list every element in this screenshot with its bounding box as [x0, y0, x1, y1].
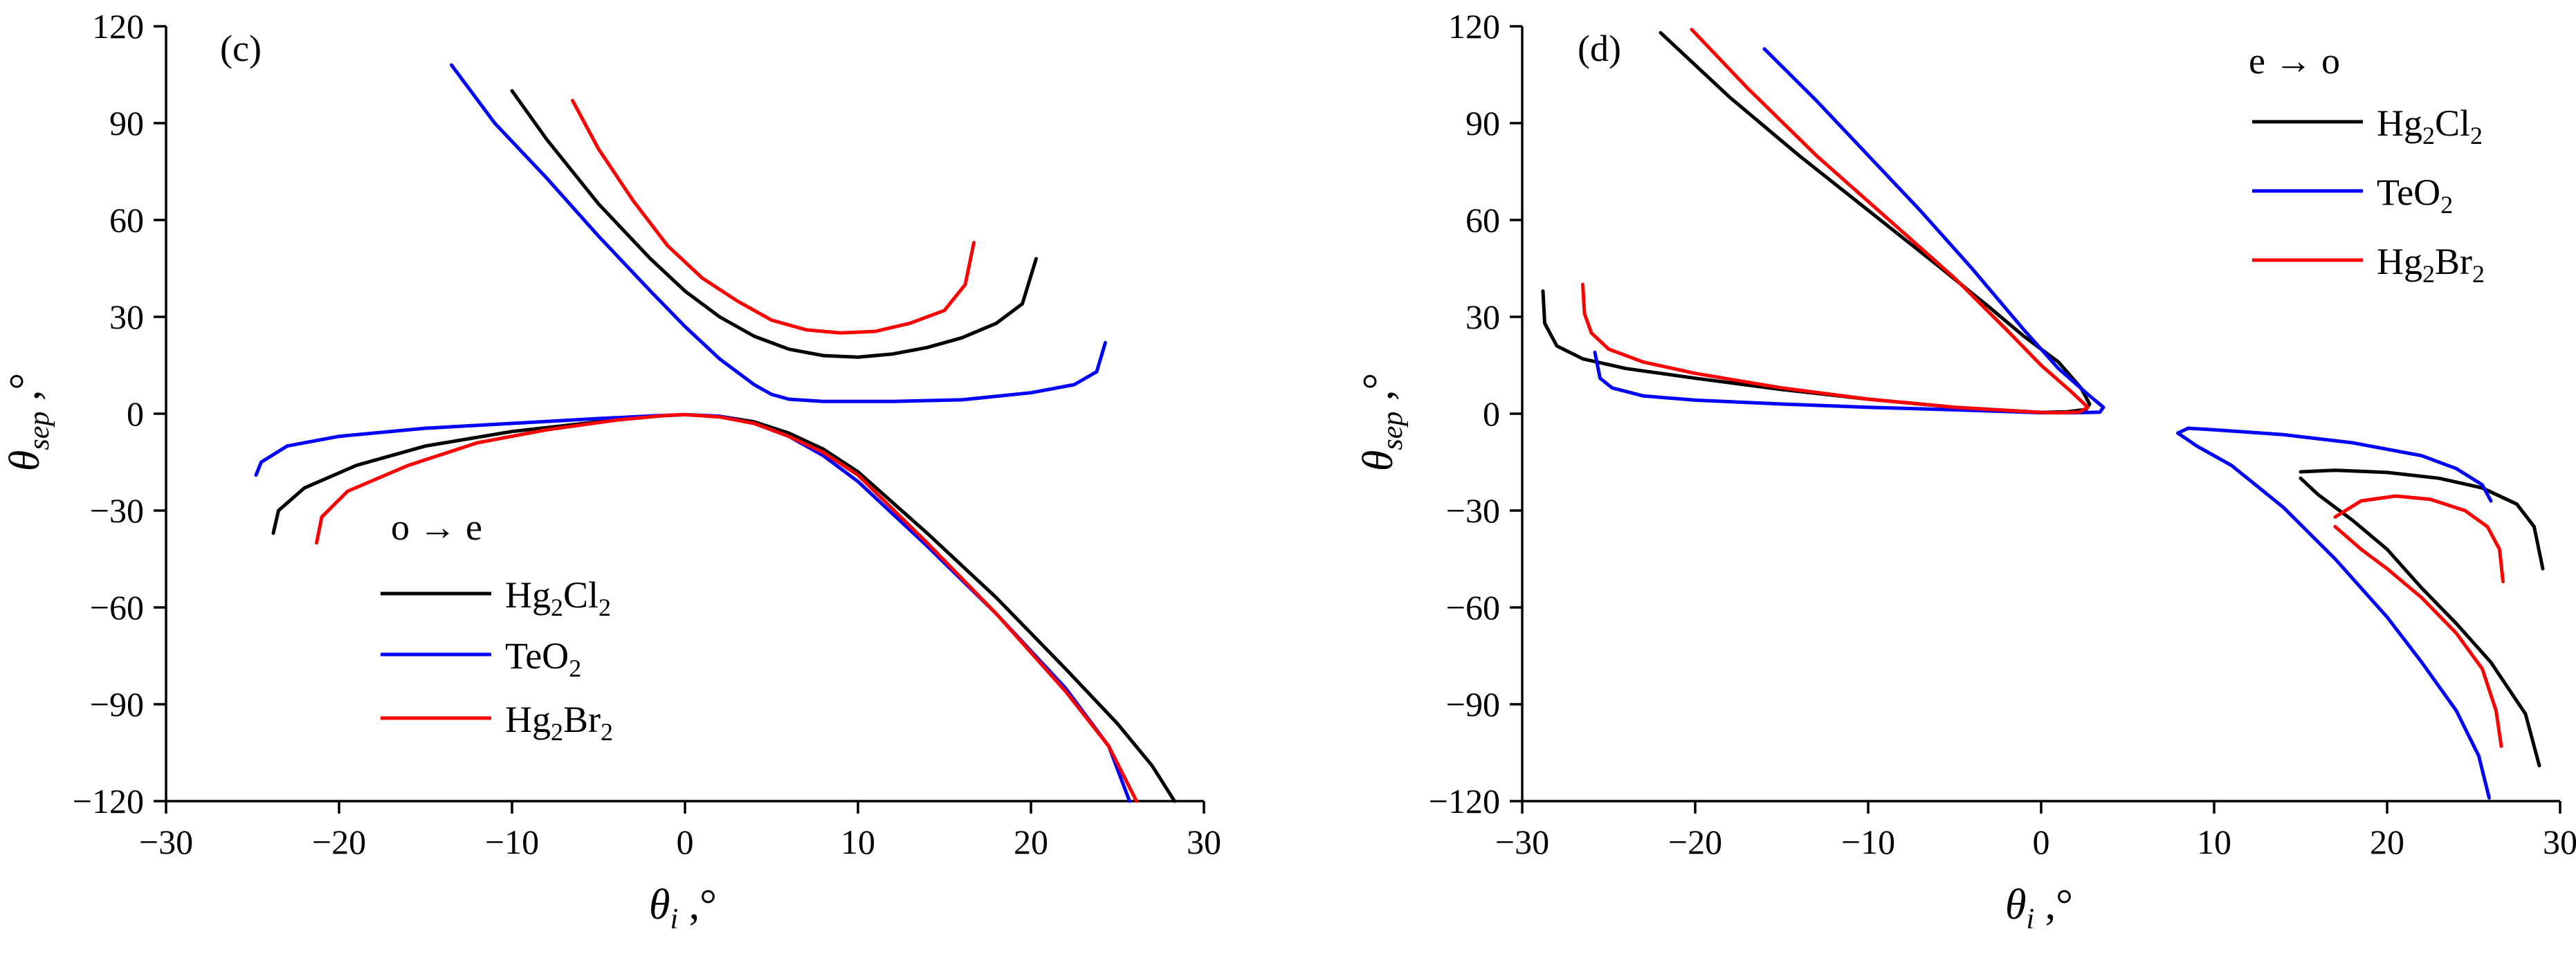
y-axis-title-c: θsep ,°	[1, 373, 55, 471]
y-tick-label-d-3: −30	[1446, 491, 1500, 530]
panel-label-d: (d)	[1578, 28, 1621, 69]
legend-label-hg2br2-d: Hg2Br2	[2377, 241, 2485, 288]
x-tick-label-c-6: 30	[1187, 823, 1221, 861]
curve-hg2br2-d-1	[2333, 494, 2505, 584]
curve-hg2cl2-c-0	[510, 89, 1038, 359]
x-tick-label-d-4: 10	[2197, 823, 2231, 861]
y-tick-label-d-2: −60	[1446, 588, 1500, 627]
legend-c: o → e Hg2Cl2 TeO2 Hg2Br2	[381, 506, 613, 746]
curve-hg2cl2-d-1	[2299, 468, 2545, 571]
curve-teo2-d-0	[1593, 47, 2105, 415]
curve-hg2br2-c-0	[571, 98, 976, 335]
y-tick-label-c-1: −90	[90, 685, 144, 724]
y-ticks-d: −120 −90 −60 −30 0 30 60 90 120	[1429, 7, 1522, 820]
x-tick-label-d-5: 20	[2370, 823, 2404, 861]
legend-label-hg2cl2-c: Hg2Cl2	[505, 574, 611, 621]
y-ticks-c: −120 −90 −60 −30 0 30 60 90 120	[73, 7, 166, 820]
x-tick-label-d-0: −30	[1495, 823, 1549, 861]
curves-d	[1541, 28, 2545, 800]
x-tick-label-c-0: −30	[139, 823, 193, 861]
x-tick-label-d-6: 30	[2543, 823, 2576, 861]
y-tick-label-c-6: 60	[109, 201, 144, 239]
y-tick-label-c-4: 0	[127, 394, 144, 433]
curves-c	[254, 63, 1176, 803]
y-tick-label-d-0: −120	[1429, 782, 1500, 820]
x-axis-title-d: θi ,°	[2005, 881, 2073, 935]
x-tick-label-c-1: −20	[312, 823, 366, 861]
y-tick-label-c-7: 90	[109, 104, 144, 143]
y-tick-label-d-5: 30	[1465, 297, 1500, 336]
x-axis-title-c: θi ,°	[649, 881, 717, 935]
x-tick-label-d-3: 0	[2033, 823, 2050, 861]
legend-title-d: e → o	[2249, 40, 2340, 82]
curve-hg2cl2-d-2	[2299, 476, 2541, 768]
y-tick-label-c-0: −120	[73, 782, 144, 820]
curve-hg2br2-c-1	[315, 412, 1138, 803]
legend-label-hg2br2-c: Hg2Br2	[505, 699, 613, 746]
legend-label-teo2-d: TeO2	[2377, 172, 2453, 219]
x-tick-label-d-1: −20	[1668, 823, 1722, 861]
y-tick-label-c-8: 120	[92, 7, 144, 46]
y-tick-label-c-2: −60	[90, 588, 144, 627]
legend-label-hg2cl2-d: Hg2Cl2	[2377, 102, 2483, 149]
x-tick-label-c-4: 10	[841, 823, 875, 861]
x-tick-label-d-2: −10	[1841, 823, 1895, 861]
y-tick-label-c-5: 30	[109, 297, 144, 336]
y-tick-label-d-7: 90	[1465, 104, 1500, 143]
y-tick-label-d-4: 0	[1483, 394, 1500, 433]
panel-label-c: (c)	[220, 28, 262, 69]
curve-hg2br2-d-2	[2333, 524, 2503, 749]
y-tick-label-d-6: 60	[1465, 201, 1500, 239]
curve-teo2-d-1	[2176, 426, 2493, 800]
x-ticks-d: −30 −20 −10 0 10 20 30	[1495, 801, 2576, 861]
panel-c: −30 −20 −10 0 10 20 30 −120 −90 −60 −30 0 30 60 90 120…	[73, 7, 1221, 861]
panel-d: −30 −20 −10 0 10 20 30 −120 −90 −60 −30 0 30 60 90 120…	[1429, 7, 2576, 861]
y-tick-label-c-3: −30	[90, 491, 144, 530]
y-axis-title-d: θsep ,°	[1355, 373, 1409, 471]
legend-label-teo2-c: TeO2	[505, 635, 581, 682]
legend-d: e → o Hg2Cl2 TeO2 Hg2Br2	[2249, 40, 2485, 288]
x-ticks-c: −30 −20 −10 0 10 20 30	[139, 801, 1221, 861]
curve-teo2-c-0	[450, 63, 1107, 403]
curve-hg2br2-d-0	[1581, 28, 2090, 415]
x-tick-label-c-3: 0	[677, 823, 694, 861]
x-tick-label-c-5: 20	[1014, 823, 1048, 861]
curve-hg2cl2-c-1	[271, 412, 1176, 803]
y-tick-label-d-8: 120	[1448, 7, 1500, 46]
y-tick-label-d-1: −90	[1446, 685, 1500, 724]
x-tick-label-c-2: −10	[485, 823, 539, 861]
legend-title-c: o → e	[391, 506, 482, 548]
